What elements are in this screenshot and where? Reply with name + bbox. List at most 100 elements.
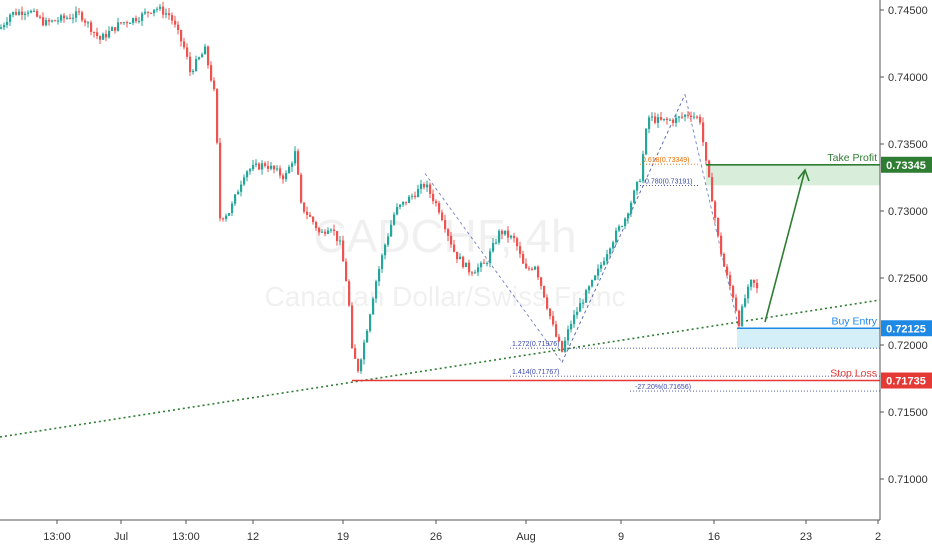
- candle-up: [576, 311, 579, 315]
- candle-up: [495, 242, 498, 244]
- candle-down: [468, 262, 471, 273]
- candle-down: [354, 348, 357, 359]
- candle-down: [558, 336, 561, 341]
- candle-up: [195, 59, 198, 71]
- candle-down: [522, 253, 525, 264]
- candle-up: [231, 203, 234, 214]
- price-tick-label: 0.71500: [888, 407, 928, 419]
- candle-down: [207, 46, 210, 66]
- candle-down: [210, 65, 213, 81]
- candle-up: [276, 168, 279, 170]
- candle-down: [729, 275, 732, 287]
- candle-down: [189, 56, 192, 73]
- candle-down: [681, 116, 684, 118]
- candle-down: [21, 11, 24, 15]
- candle-up: [408, 196, 411, 203]
- candle-up: [570, 324, 573, 330]
- candle-up: [678, 116, 681, 118]
- candle-up: [393, 214, 396, 225]
- candle-up: [75, 11, 78, 18]
- candle-up: [612, 242, 615, 249]
- candle-up: [504, 230, 507, 235]
- candle-up: [474, 272, 477, 274]
- candle-up: [144, 11, 147, 14]
- candle-up: [669, 119, 672, 121]
- candle-up: [642, 154, 645, 181]
- candle-up: [321, 231, 324, 233]
- candle-down: [732, 286, 735, 298]
- candle-down: [177, 24, 180, 31]
- candle-up: [237, 191, 240, 195]
- time-tick-label: 23: [800, 531, 812, 543]
- candle-down: [126, 22, 129, 24]
- candle-down: [171, 15, 174, 21]
- candle-up: [564, 340, 567, 352]
- candle-down: [318, 228, 321, 233]
- candle-down: [222, 218, 225, 220]
- candle-up: [18, 11, 21, 15]
- candle-up: [750, 279, 753, 287]
- candle-up: [651, 116, 654, 118]
- candle-up: [234, 194, 237, 204]
- candle-up: [618, 226, 621, 231]
- candle-up: [141, 13, 144, 21]
- candle-up: [609, 248, 612, 255]
- candle-up: [615, 230, 618, 243]
- candle-up: [24, 13, 27, 15]
- candle-down: [162, 6, 165, 15]
- candle-up: [663, 118, 666, 120]
- candle-down: [213, 80, 216, 90]
- candle-up: [693, 116, 696, 118]
- candle-down: [711, 177, 714, 202]
- candle-down: [519, 246, 522, 254]
- candle-down: [186, 47, 189, 57]
- candle-down: [531, 268, 534, 270]
- support-trendline[interactable]: [0, 299, 881, 438]
- candle-down: [48, 20, 51, 22]
- candle-down: [705, 142, 708, 161]
- candle-up: [270, 165, 273, 169]
- time-tick-label: 16: [708, 531, 720, 543]
- candle-down: [462, 256, 465, 268]
- projection-arrow[interactable]: [764, 169, 806, 323]
- candle-down: [726, 266, 729, 276]
- candle-up: [111, 27, 114, 31]
- candle-down: [324, 231, 327, 234]
- candle-down: [42, 17, 45, 26]
- take-profit-price-tag: [881, 156, 932, 173]
- candle-up: [123, 22, 126, 24]
- candle-down: [528, 268, 531, 270]
- stop-loss-price-tag: [881, 372, 932, 389]
- candle-up: [498, 230, 501, 243]
- candle-up: [396, 206, 399, 215]
- time-tick-label: 9: [618, 531, 624, 543]
- time-tick-label: 13:00: [172, 531, 200, 543]
- candle-up: [339, 240, 342, 242]
- price-tick-label: 0.74500: [888, 5, 928, 17]
- time-tick-label: Jul: [114, 531, 128, 543]
- candle-up: [363, 342, 366, 360]
- candle-up: [510, 235, 513, 238]
- take-profit-label: Take Profit: [827, 152, 877, 164]
- arrow-head: [797, 168, 810, 182]
- candle-up: [747, 286, 750, 299]
- time-tick-label: 2: [875, 531, 881, 543]
- candle-down: [444, 220, 447, 230]
- candle-up: [66, 17, 69, 19]
- candle-down: [660, 117, 663, 120]
- candle-down: [135, 18, 138, 22]
- candle-up: [636, 181, 639, 191]
- fib-level-label: 0.780(0.73191): [645, 178, 692, 185]
- candle-down: [312, 216, 315, 223]
- buy-entry-price-tag: [881, 320, 932, 337]
- candle-up: [0, 27, 3, 29]
- candle-up: [138, 20, 141, 22]
- candle-down: [216, 89, 219, 143]
- candle-down: [348, 281, 351, 306]
- candle-down: [546, 297, 549, 309]
- candle-down: [69, 17, 72, 19]
- candle-down: [543, 285, 546, 298]
- candle-down: [183, 41, 186, 48]
- candle-down: [309, 214, 312, 217]
